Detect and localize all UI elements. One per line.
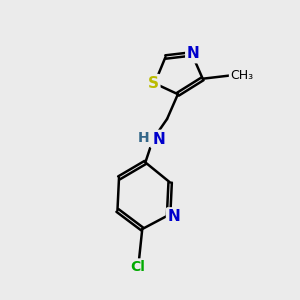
Text: Cl: Cl xyxy=(130,260,145,274)
Text: N: N xyxy=(168,209,181,224)
Text: H: H xyxy=(138,131,150,145)
Text: N: N xyxy=(187,46,200,62)
Text: CH₃: CH₃ xyxy=(230,69,254,82)
Text: S: S xyxy=(148,76,159,91)
Text: N: N xyxy=(152,132,165,147)
